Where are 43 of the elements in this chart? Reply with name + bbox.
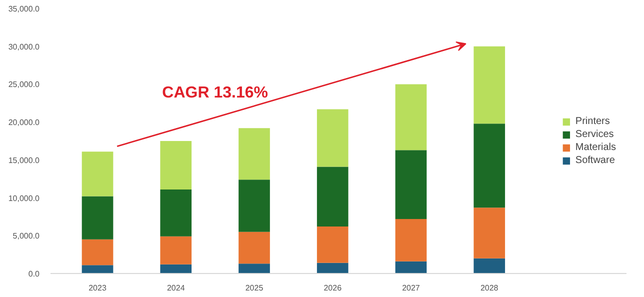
bar [395,150,427,219]
bar [82,265,114,274]
bar [474,208,506,258]
x-tick-label: 2024 [166,284,186,292]
bar [474,46,506,124]
bar [395,218,427,262]
bar [474,258,506,274]
bar [474,124,506,208]
bar [238,232,270,264]
bar [238,180,270,232]
bar [238,264,270,274]
legend-label: Services [575,128,614,140]
y-tick-label: 25,000.0 [8,80,40,90]
bar [82,196,114,240]
annotation: CAGR 13.16% [162,84,268,102]
bar [238,128,270,180]
bar [395,261,427,274]
bar [160,236,192,264]
bar [82,239,114,266]
bar [395,84,427,150]
bar [316,166,348,227]
legend-label: Materials [575,142,616,152]
y-tick-label: 35,000.0 [8,4,40,14]
y-tick-label: 5,000.0 [12,232,40,241]
y-tick-label: 15,000.0 [8,156,40,165]
bar [160,141,192,190]
bar [316,262,348,274]
y-tick-label: 30,000.0 [8,42,40,52]
x-tick-label: 2026 [324,284,342,292]
x-tick-label: 2028 [480,284,499,292]
x-tick-label: 2025 [245,284,264,292]
y-tick-label: 10,000.0 [8,194,40,203]
bar [316,226,348,263]
bar [160,264,192,274]
bar [160,189,192,236]
legend-label: Software [575,154,615,166]
x-tick-label: 2027 [402,284,420,292]
x-tick-label: 2023 [88,284,107,292]
bar [82,152,114,196]
y-tick-label: 20,000.0 [8,118,40,128]
y-tick-label: 0.0 [28,270,40,278]
legend-label: Printers [575,116,610,126]
bar [316,109,348,167]
